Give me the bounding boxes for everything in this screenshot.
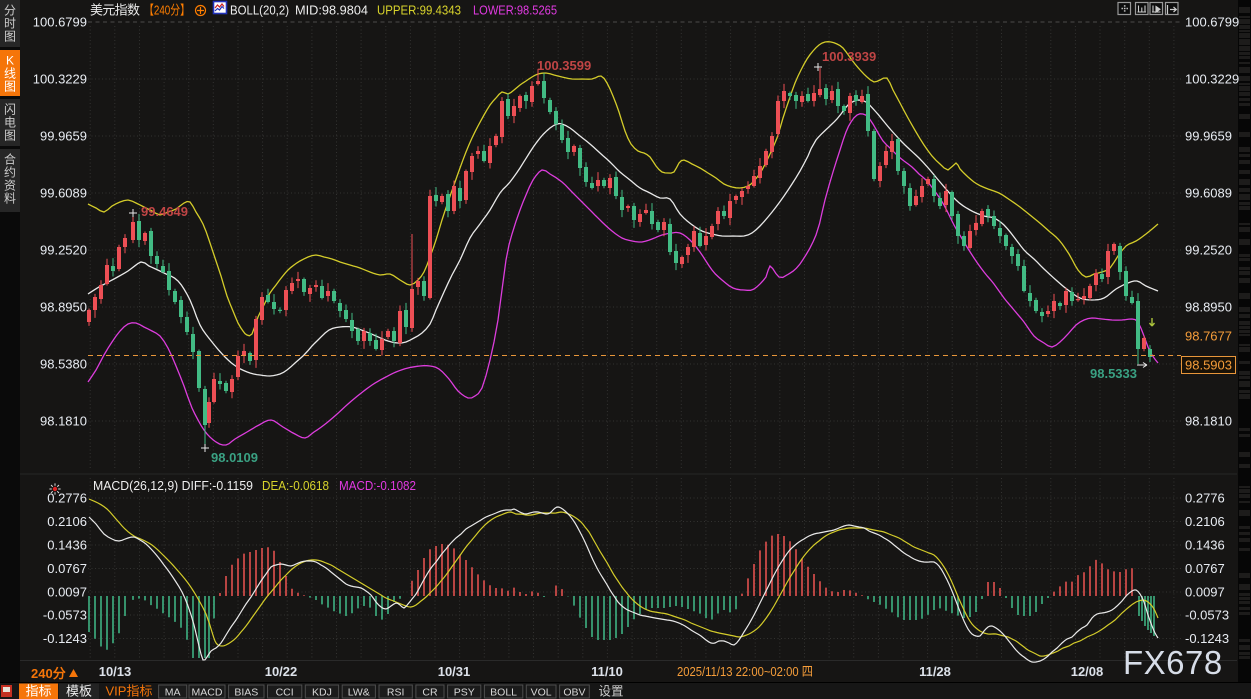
svg-text:0.0097: 0.0097 bbox=[1185, 585, 1225, 600]
svg-text:CR: CR bbox=[422, 687, 438, 699]
svg-text:模板: 模板 bbox=[66, 684, 92, 699]
svg-text:0.1436: 0.1436 bbox=[47, 538, 87, 553]
svg-text:12/08: 12/08 bbox=[1071, 664, 1104, 679]
svg-text:时: 时 bbox=[4, 17, 16, 31]
svg-text:100.3599: 100.3599 bbox=[537, 58, 591, 73]
svg-text:99.6089: 99.6089 bbox=[40, 186, 87, 201]
svg-text:10/22: 10/22 bbox=[265, 664, 298, 679]
svg-text:98.5380: 98.5380 bbox=[40, 357, 87, 372]
svg-text:电: 电 bbox=[4, 116, 16, 130]
svg-text:K: K bbox=[6, 54, 14, 68]
svg-text:MACD(26,12,9) DIFF:-0.1159: MACD(26,12,9) DIFF:-0.1159 bbox=[93, 478, 253, 493]
svg-text:99.4649: 99.4649 bbox=[141, 204, 188, 219]
svg-text:0.2776: 0.2776 bbox=[1185, 491, 1225, 506]
svg-text:-0.1243: -0.1243 bbox=[1185, 631, 1229, 646]
svg-text:2025/11/13 22:00~02:00 四: 2025/11/13 22:00~02:00 四 bbox=[677, 664, 813, 679]
svg-text:线: 线 bbox=[4, 67, 16, 81]
svg-text:LOWER:98.5265: LOWER:98.5265 bbox=[473, 3, 557, 18]
svg-text:0.0097: 0.0097 bbox=[47, 585, 87, 600]
svg-text:98.8950: 98.8950 bbox=[40, 300, 87, 315]
svg-text:99.2520: 99.2520 bbox=[40, 243, 87, 258]
svg-text:11/28: 11/28 bbox=[919, 664, 951, 679]
svg-text:99.6089: 99.6089 bbox=[1185, 186, 1232, 201]
svg-text:CCI: CCI bbox=[276, 687, 294, 699]
svg-text:98.1810: 98.1810 bbox=[1185, 414, 1232, 429]
svg-text:BOLL: BOLL bbox=[490, 687, 517, 699]
svg-text:240分: 240分 bbox=[31, 666, 66, 681]
svg-text:VIP指标: VIP指标 bbox=[106, 684, 153, 699]
svg-text:99.2520: 99.2520 bbox=[1185, 243, 1232, 258]
svg-text:98.5333: 98.5333 bbox=[1090, 366, 1137, 381]
svg-text:0.2776: 0.2776 bbox=[47, 491, 87, 506]
svg-text:DEA:-0.0618: DEA:-0.0618 bbox=[262, 478, 329, 493]
svg-text:MACD:-0.1082: MACD:-0.1082 bbox=[339, 478, 416, 493]
svg-text:MACD: MACD bbox=[192, 687, 223, 699]
svg-text:0.0767: 0.0767 bbox=[1185, 561, 1225, 576]
svg-text:RSI: RSI bbox=[387, 687, 405, 699]
svg-text:10/13: 10/13 bbox=[99, 664, 132, 679]
svg-text:VOL: VOL bbox=[531, 687, 552, 699]
svg-text:闪: 闪 bbox=[4, 103, 16, 117]
svg-text:100.3229: 100.3229 bbox=[1185, 72, 1239, 87]
svg-text:约: 约 bbox=[4, 165, 16, 180]
svg-text:资: 资 bbox=[4, 179, 16, 193]
svg-text:设置: 设置 bbox=[598, 684, 623, 699]
svg-text:FX678: FX678 bbox=[1123, 644, 1223, 681]
svg-text:98.7677: 98.7677 bbox=[1185, 329, 1232, 344]
svg-text:指标: 指标 bbox=[25, 684, 51, 699]
svg-text:MID:98.9804: MID:98.9804 bbox=[295, 3, 368, 18]
svg-text:100.3939: 100.3939 bbox=[822, 49, 876, 64]
svg-text:100.6799: 100.6799 bbox=[1185, 15, 1239, 30]
svg-text:美元指数: 美元指数 bbox=[90, 3, 140, 18]
svg-text:分: 分 bbox=[4, 4, 16, 18]
svg-text:PSY: PSY bbox=[454, 687, 475, 699]
svg-text:图: 图 bbox=[4, 80, 16, 94]
svg-text:LW&: LW& bbox=[348, 687, 370, 699]
svg-text:UPPER:99.4343: UPPER:99.4343 bbox=[377, 3, 461, 18]
svg-text:0.0767: 0.0767 bbox=[47, 561, 87, 576]
svg-text:98.0109: 98.0109 bbox=[211, 450, 258, 465]
svg-text:0.1436: 0.1436 bbox=[1185, 538, 1225, 553]
svg-text:99.9659: 99.9659 bbox=[40, 129, 87, 144]
svg-text:合: 合 bbox=[4, 152, 16, 167]
svg-text:-0.1243: -0.1243 bbox=[43, 631, 87, 646]
svg-text:0.2106: 0.2106 bbox=[1185, 514, 1225, 529]
svg-text:图: 图 bbox=[4, 129, 16, 143]
svg-text:98.5903: 98.5903 bbox=[1185, 358, 1232, 373]
svg-text:11/10: 11/10 bbox=[591, 664, 623, 679]
svg-text:99.9659: 99.9659 bbox=[1185, 129, 1232, 144]
svg-text:BIAS: BIAS bbox=[234, 687, 258, 699]
svg-text:OBV: OBV bbox=[563, 687, 585, 699]
svg-text:BOLL(20,2): BOLL(20,2) bbox=[230, 3, 289, 18]
svg-text:【240分】: 【240分】 bbox=[144, 3, 190, 18]
svg-text:0.2106: 0.2106 bbox=[47, 514, 87, 529]
svg-text:100.3229: 100.3229 bbox=[33, 72, 87, 87]
svg-text:-0.0573: -0.0573 bbox=[1185, 608, 1229, 623]
svg-text:图: 图 bbox=[4, 30, 16, 44]
svg-text:100.6799: 100.6799 bbox=[33, 15, 87, 30]
svg-text:MA: MA bbox=[165, 687, 181, 699]
svg-text:料: 料 bbox=[4, 192, 16, 206]
svg-text:98.1810: 98.1810 bbox=[40, 414, 87, 429]
svg-text:10/31: 10/31 bbox=[438, 664, 471, 679]
svg-text:98.8950: 98.8950 bbox=[1185, 300, 1232, 315]
svg-text:KDJ: KDJ bbox=[312, 687, 332, 699]
svg-text:-0.0573: -0.0573 bbox=[43, 608, 87, 623]
